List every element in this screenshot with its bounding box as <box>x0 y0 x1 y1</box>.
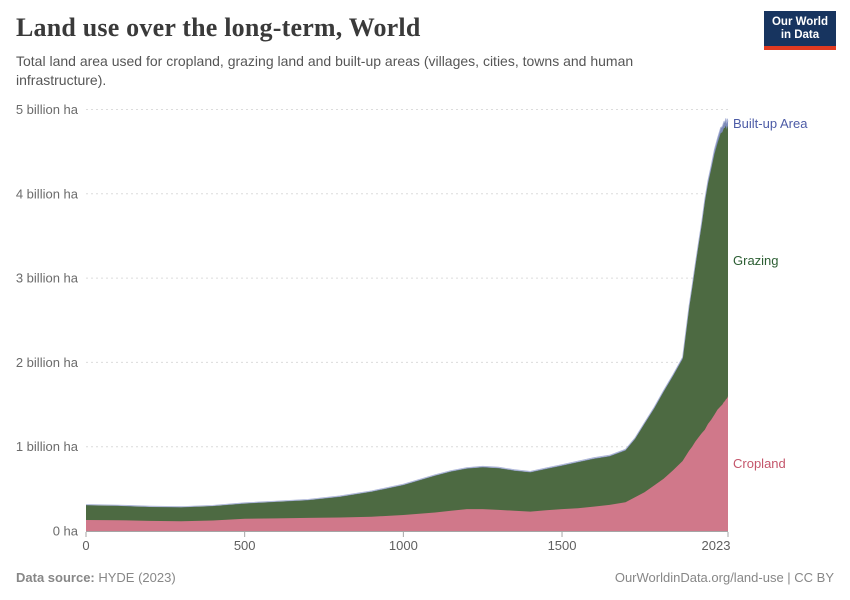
series-label-cropland: Cropland <box>733 456 786 471</box>
chart-subtitle: Total land area used for cropland, grazi… <box>16 53 634 88</box>
y-axis-label: 3 billion ha <box>16 271 79 286</box>
x-axis-label: 2023 <box>702 538 731 553</box>
attribution-link[interactable]: OurWorldinData.org/land-use | CC BY <box>614 570 834 585</box>
owid-logo-line2: in Data <box>780 29 820 41</box>
x-axis-label: 1500 <box>548 538 577 553</box>
series-label-built-up-area: Built-up Area <box>733 116 808 131</box>
area-cropland[interactable] <box>86 396 728 531</box>
y-axis-label: 4 billion ha <box>16 186 79 201</box>
data-source-value: HYDE (2023) <box>94 570 176 585</box>
x-axis-label: 500 <box>234 538 256 553</box>
built-up-top-edge <box>85 118 729 508</box>
owid-logo[interactable]: Our World in Data <box>763 11 836 50</box>
y-axis-label: 2 billion ha <box>16 355 79 370</box>
series-label-grazing: Grazing <box>733 253 779 268</box>
x-axis-label: 1000 <box>389 538 418 553</box>
y-axis-label: 5 billion ha <box>16 102 79 117</box>
data-source-label: Data source: <box>16 570 95 585</box>
x-axis-label: 0 <box>82 538 89 553</box>
owid-logo-line1: Our World <box>771 16 828 28</box>
y-axis-label: 0 ha <box>53 524 79 539</box>
chart-title: Land use over the long-term, World <box>16 13 421 42</box>
y-axis-label: 1 billion ha <box>16 439 79 454</box>
area-grazing[interactable] <box>86 125 728 532</box>
data-source-note: Data source: HYDE (2023) <box>16 570 176 585</box>
